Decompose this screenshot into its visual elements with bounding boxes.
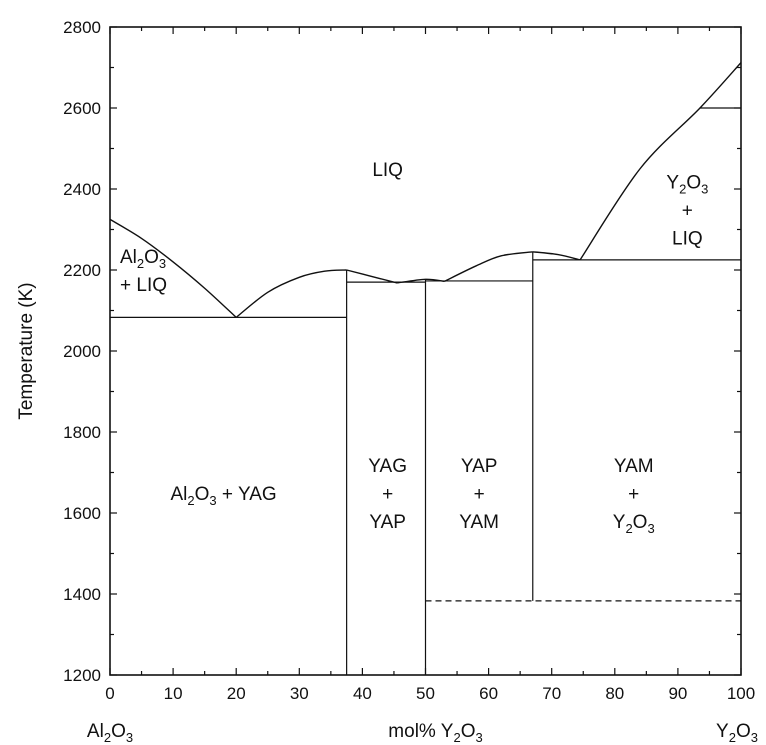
region-label-liq-line-0: LIQ	[372, 160, 403, 181]
liquidus-yam-liquidus-right	[532, 251, 581, 261]
y-tick-label-2600: 2600	[63, 99, 101, 118]
y-tick-label-1800: 1800	[63, 423, 101, 442]
y-tick-label-2200: 2200	[63, 261, 101, 280]
y-axis-title: Temperature (K)	[16, 282, 37, 419]
x-tick-label-40: 40	[353, 684, 372, 703]
region-label-yag-yap-line-0: YAG	[368, 456, 407, 477]
x-tick-label-90: 90	[668, 684, 687, 703]
region-label-y2o3-liq-line-1: +	[682, 200, 693, 221]
region-label-yam-y2o3-line-0: YAM	[614, 456, 654, 477]
x-axis-title: mol% Y2O3	[388, 721, 482, 745]
y-tick-label-2800: 2800	[63, 18, 101, 37]
region-label-yag-yap-line-1: +	[382, 484, 393, 505]
region-label-yag-yap-line-2: YAP	[369, 512, 406, 533]
region-label-yam-y2o3-line-1: +	[628, 484, 639, 505]
liquidus-yag-liquidus-right	[346, 269, 398, 284]
y-tick-label-1600: 1600	[63, 504, 101, 523]
x-tick-label-100: 100	[727, 684, 755, 703]
liquidus-y2o3-liquidus	[579, 62, 742, 261]
x-end-label-left: Al2O3	[87, 721, 133, 745]
plot-layer	[109, 62, 742, 675]
y-tick-label-2000: 2000	[63, 342, 101, 361]
axis-layer: 0 10 20 30 40 50 60 70 80 90 100 1200 1400 1600 1800 20…	[16, 18, 758, 745]
region-label-yap-yam-line-2: YAM	[459, 512, 499, 533]
x-tick-label-50: 50	[416, 684, 435, 703]
x-tick-label-80: 80	[605, 684, 624, 703]
y-tick-label-1400: 1400	[63, 585, 101, 604]
x-tick-label-10: 10	[164, 684, 183, 703]
y-tick-label-1200: 1200	[63, 666, 101, 685]
region-label-al2o3-yag-line-0: Al2O3 + YAG	[170, 484, 276, 508]
liquidus-yam-liquidus-left	[444, 251, 533, 282]
x-tick-label-0: 0	[105, 684, 114, 703]
liquidus-al2o3-liquidus	[109, 218, 237, 318]
x-tick-label-30: 30	[290, 684, 309, 703]
label-layer: LIQ Al2O3 + LIQ Al2O3 + YAG YAG + YAP YAP + YAM YA…	[120, 160, 708, 536]
x-end-label-right: Y2O3	[716, 721, 758, 745]
x-tick-label-20: 20	[227, 684, 246, 703]
y-tick-label-2400: 2400	[63, 180, 101, 199]
region-label-yap-yam-line-1: +	[474, 484, 485, 505]
region-label-y2o3-liq-line-2: LIQ	[672, 228, 703, 249]
x-tick-label-70: 70	[542, 684, 561, 703]
region-label-yam-y2o3-line-2: Y2O3	[613, 512, 655, 536]
region-label-y2o3-liq-line-0: Y2O3	[666, 172, 708, 196]
region-label-yap-yam-line-0: YAP	[461, 456, 498, 477]
region-label-al2o3-liq-line-1: + LIQ	[120, 275, 167, 296]
x-tick-label-60: 60	[479, 684, 498, 703]
region-label-al2o3-liq-line-0: Al2O3	[120, 247, 166, 271]
liquidus-yag-liquidus-left	[235, 269, 347, 318]
